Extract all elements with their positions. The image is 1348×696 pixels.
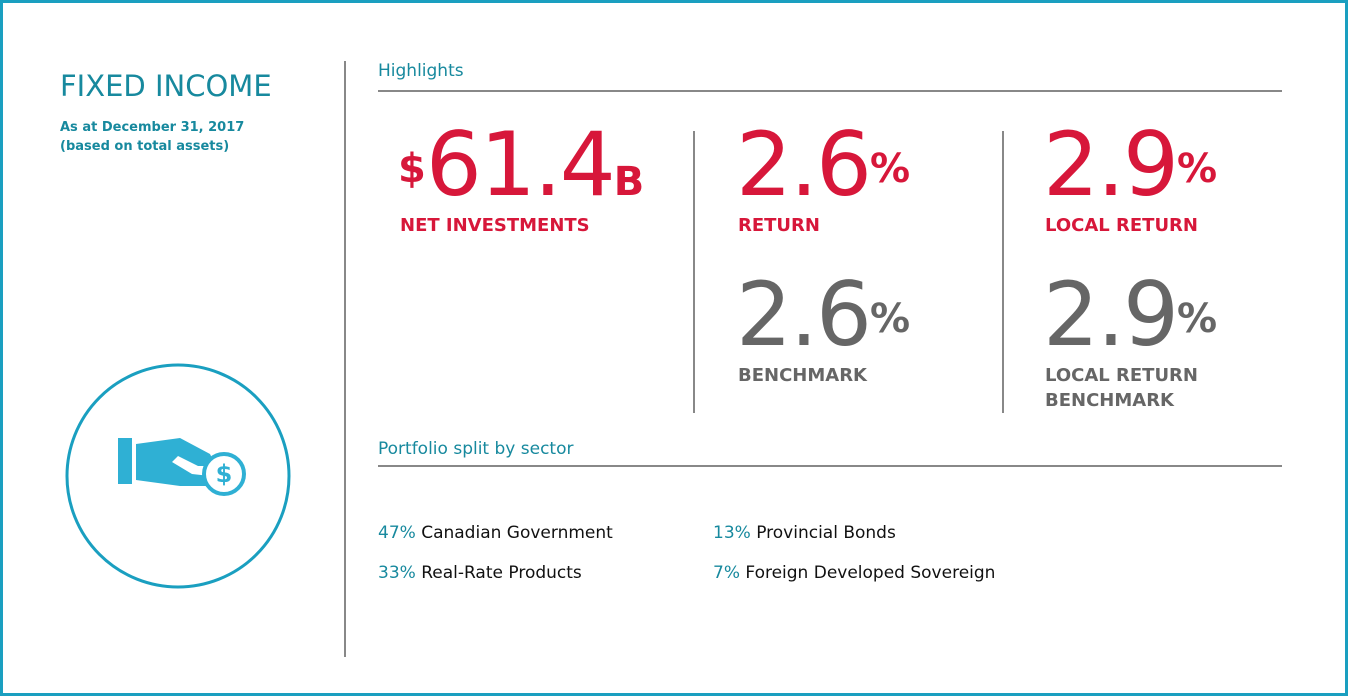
- figure-suffix: %: [869, 296, 911, 342]
- figure-value: 2.6: [736, 263, 872, 366]
- sector-item: 13% Provincial Bonds: [713, 523, 896, 543]
- icon: $: [65, 363, 291, 589]
- figure: $61.4B: [398, 121, 644, 226]
- figure-value: 2.6: [736, 113, 872, 216]
- section-title: Portfolio split by sector: [378, 439, 574, 459]
- svg-text:$: $: [216, 460, 233, 488]
- sector-share: 47%: [378, 523, 416, 543]
- figure-label: LOCAL RETURN BENCHMARK: [1045, 365, 1198, 411]
- figure-value: 2.9: [1043, 263, 1179, 366]
- figure-prefix: $: [398, 146, 426, 192]
- figure-label: LOCAL RETURN: [1045, 215, 1198, 236]
- divider: [1002, 131, 1004, 413]
- sector-share: 33%: [378, 563, 416, 583]
- figure: 2.9%: [1043, 121, 1217, 209]
- figure-suffix: %: [869, 146, 911, 192]
- figure-suffix: %: [1176, 146, 1218, 192]
- figure: 2.6%: [736, 121, 910, 209]
- figure-label: RETURN: [738, 215, 820, 236]
- section-title: Highlights: [378, 61, 464, 81]
- figure: 2.9%: [1043, 271, 1217, 359]
- page-title: FIXED INCOME: [60, 69, 272, 103]
- divider: [693, 131, 695, 413]
- sector-share: 7%: [713, 563, 740, 583]
- sector-name: Foreign Developed Sovereign: [745, 563, 996, 583]
- subtitle: As at December 31, 2017: [60, 120, 245, 135]
- sector-name: Provincial Bonds: [756, 523, 896, 543]
- sector-item: 33% Real-Rate Products: [378, 563, 582, 583]
- figure: 2.6%: [736, 271, 910, 359]
- figure-value: 61.4: [425, 113, 616, 216]
- rule: [378, 465, 1282, 467]
- figure-label: NET INVESTMENTS: [400, 215, 590, 236]
- figure-suffix: %: [1176, 296, 1218, 342]
- sector-name: Real-Rate Products: [421, 563, 582, 583]
- divider: [344, 61, 346, 657]
- sector-item: 47% Canadian Government: [378, 523, 613, 543]
- sector-item: 7% Foreign Developed Sovereign: [713, 563, 995, 583]
- rule: [378, 90, 1282, 92]
- sector-share: 13%: [713, 523, 751, 543]
- subtitle: (based on total assets): [60, 139, 230, 154]
- figure-label: BENCHMARK: [738, 365, 868, 386]
- sector-name: Canadian Government: [421, 523, 613, 543]
- figure-suffix: B: [613, 159, 645, 205]
- figure-value: 2.9: [1043, 113, 1179, 216]
